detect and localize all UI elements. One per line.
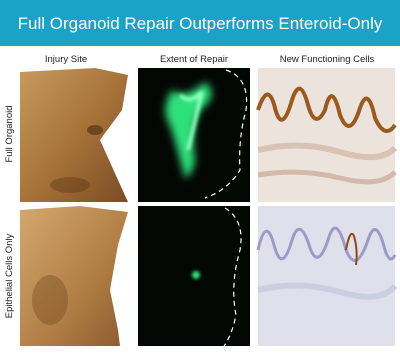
new-cells-image (256, 68, 398, 202)
row-label: Full Organoid (4, 105, 15, 162)
column-label: New Functioning Cells (280, 54, 375, 65)
column-label: Injury Site (45, 54, 87, 65)
repair-extent-image (138, 206, 250, 347)
header-bar (0, 0, 400, 46)
injury-site-image (20, 206, 130, 346)
row-label: Epithelial Cells Only (4, 234, 15, 319)
repair-extent-image (138, 68, 250, 202)
title: Full Organoid Repair Outperforms Enteroi… (18, 14, 383, 33)
new-cells-image (256, 206, 398, 346)
injury-site-image (20, 68, 130, 202)
column-label: Extent of Repair (160, 54, 228, 65)
